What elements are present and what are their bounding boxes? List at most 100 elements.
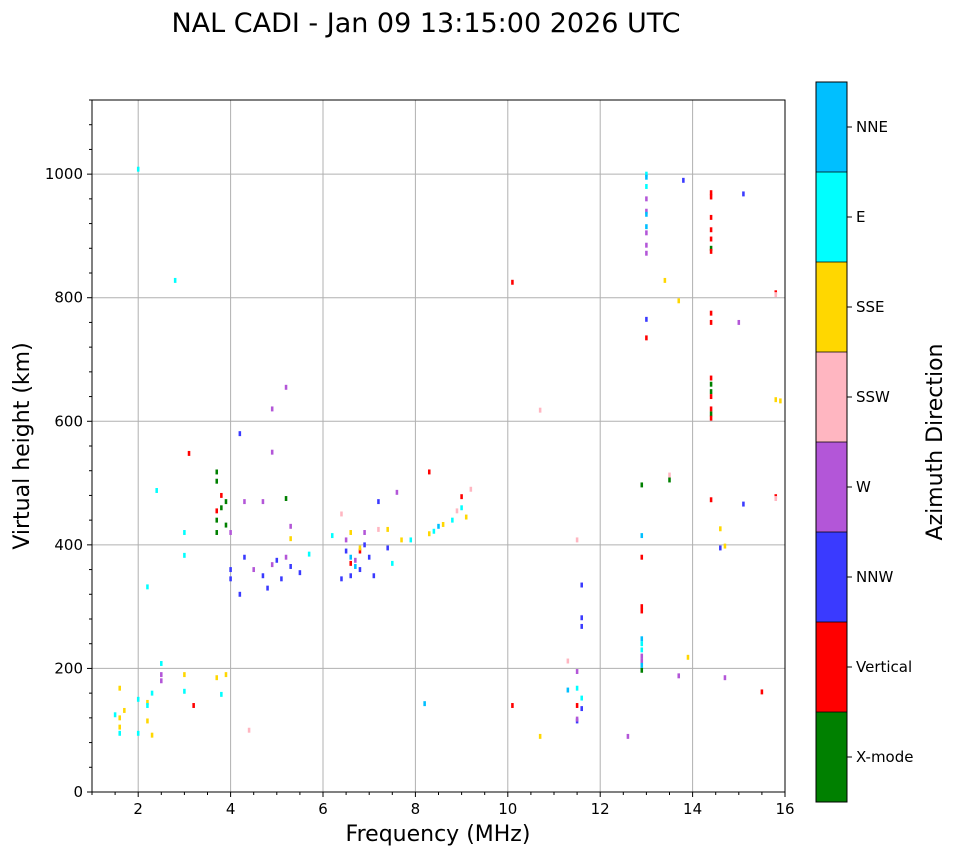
echo-point: [136, 166, 140, 172]
echo-point: [229, 576, 232, 582]
echo-point: [460, 494, 463, 500]
echo-point: [224, 672, 228, 678]
colorbar-segment: [816, 82, 847, 172]
echo-point: [377, 499, 380, 505]
echo-point: [580, 695, 583, 701]
echo-point: [377, 526, 380, 532]
echo-point: [427, 469, 431, 475]
echo-point: [580, 623, 583, 629]
echo-point: [344, 537, 348, 543]
echo-point: [709, 497, 713, 503]
echo-point: [150, 690, 154, 696]
series-w: [160, 196, 741, 739]
echo-point: [395, 489, 399, 495]
echo-point: [432, 528, 436, 534]
echo-point: [220, 505, 223, 511]
echo-point: [645, 196, 648, 202]
echo-point: [150, 732, 154, 738]
echo-point: [367, 554, 371, 560]
echo-point: [645, 174, 648, 180]
echo-point: [645, 184, 648, 189]
echo-point: [187, 450, 191, 456]
echo-point: [626, 733, 630, 739]
echo-point: [709, 310, 713, 316]
echo-point: [709, 248, 713, 254]
echo-point: [386, 545, 389, 551]
echo-point: [779, 398, 782, 404]
echo-point: [358, 545, 362, 551]
echo-point: [284, 496, 288, 501]
echo-point: [441, 521, 445, 527]
echo-point: [136, 696, 140, 702]
x-tick-label: 12: [591, 800, 610, 818]
x-tick-label: 8: [411, 800, 421, 818]
echo-point: [298, 570, 302, 576]
echo-point: [400, 537, 403, 543]
series-sse: [118, 277, 782, 739]
echo-point: [451, 517, 454, 523]
echo-point: [709, 227, 713, 233]
colorbar-segment: [816, 622, 847, 712]
echo-point: [645, 250, 648, 256]
echo-point: [640, 533, 644, 539]
echo-point: [580, 582, 583, 588]
echo-point: [289, 523, 292, 529]
colorbar-label: NNE: [856, 118, 888, 136]
y-tick-label: 200: [54, 659, 83, 677]
echo-point: [645, 211, 648, 217]
x-axis-label: Frequency (MHz): [346, 822, 531, 847]
echo-point: [677, 298, 681, 304]
echo-point: [709, 406, 713, 412]
echo-point: [280, 576, 283, 582]
colorbar-label: Vertical: [856, 658, 912, 676]
echo-point: [113, 712, 117, 718]
colorbar-label: W: [856, 478, 871, 496]
echo-point: [386, 526, 389, 532]
echo-point: [640, 647, 644, 653]
colorbar-segment: [816, 262, 847, 352]
echo-point: [645, 171, 648, 177]
echo-point: [427, 531, 431, 537]
echo-point: [460, 505, 463, 511]
echo-point: [686, 654, 690, 660]
colorbar-segment: [816, 532, 847, 622]
echo-point: [118, 715, 121, 721]
echo-point: [372, 573, 376, 579]
series-x-mode: [215, 245, 713, 673]
echo-point: [640, 554, 644, 560]
echo-point: [146, 718, 149, 724]
echo-point: [160, 678, 163, 684]
echo-point: [709, 214, 713, 220]
y-tick-label: 600: [54, 412, 83, 430]
echo-point: [215, 478, 219, 484]
echo-point: [349, 554, 352, 560]
echo-point: [229, 530, 232, 535]
echo-point: [289, 536, 292, 542]
echo-point: [391, 560, 394, 566]
echo-point: [719, 545, 722, 551]
echo-point: [215, 469, 219, 475]
colorbar-segment: [816, 442, 847, 532]
echo-point: [354, 564, 357, 569]
echo-point: [118, 724, 121, 730]
echo-point: [146, 699, 149, 705]
echo-point: [538, 407, 542, 413]
azimuth-colorbar: X-mode Vertical NNW W SSW SSE E NNE: [815, 81, 913, 803]
series-nnw: [229, 177, 745, 724]
echo-point: [709, 194, 713, 200]
echo-point: [270, 449, 274, 455]
echo-point: [289, 564, 292, 569]
x-tick-label: 16: [775, 800, 794, 818]
echo-point: [645, 242, 648, 248]
echo-point: [640, 658, 644, 664]
echo-point: [640, 667, 644, 673]
y-axis-ticks: 0 200 400 600 800 1000: [45, 99, 92, 801]
echo-point: [575, 703, 579, 708]
echo-point: [160, 661, 163, 666]
echo-point: [173, 277, 177, 283]
echo-point: [243, 554, 246, 560]
echo-point: [363, 530, 366, 535]
echo-point: [760, 689, 764, 695]
echo-point: [261, 573, 265, 579]
